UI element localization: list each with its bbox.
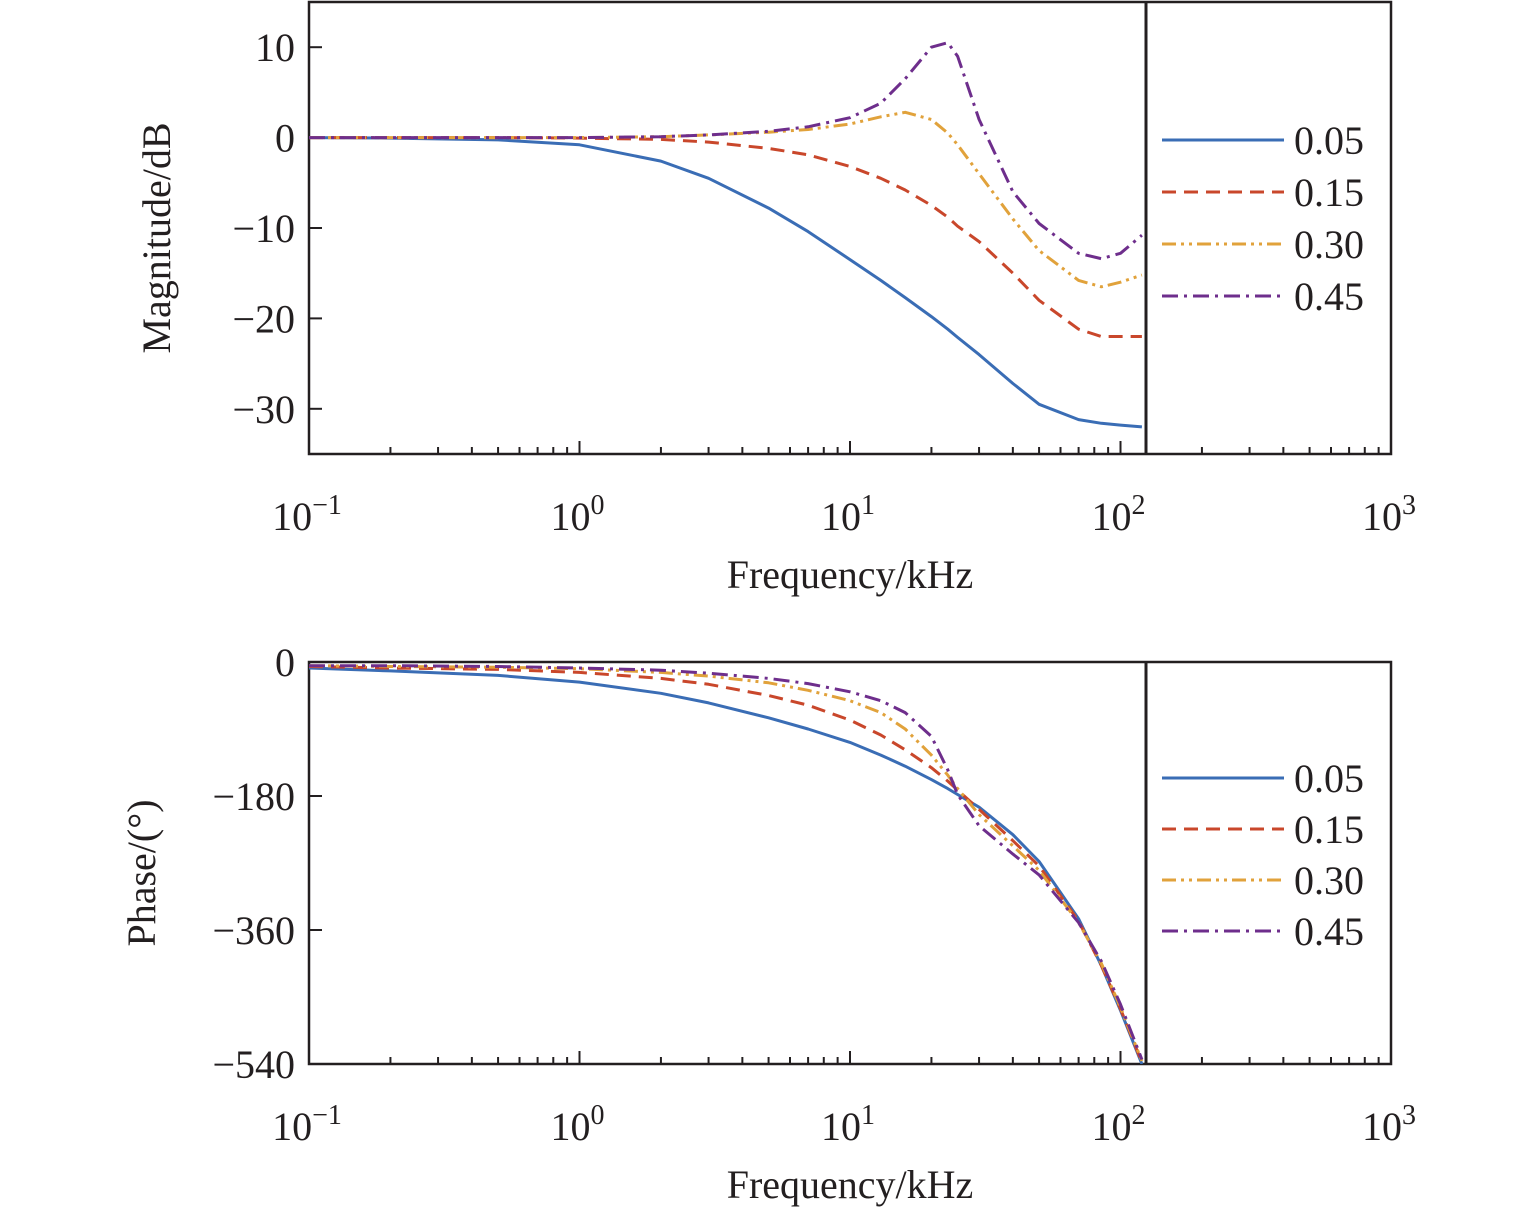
- x-tick-label-base: 10: [1362, 494, 1402, 539]
- x-tick-label-exponent: 2: [1132, 1100, 1146, 1131]
- y-tick-label: −20: [232, 296, 295, 341]
- x-tick-label: 101: [821, 490, 875, 539]
- series-line-0-05: [309, 666, 1144, 1064]
- series-line-0-15: [309, 136, 1142, 338]
- y-tick-label: −30: [232, 387, 295, 432]
- x-tick-label: 101: [821, 1100, 875, 1149]
- legend-label: 0.45: [1294, 274, 1364, 319]
- series-line-0-30: [309, 664, 1144, 1062]
- legend-label: 0.45: [1294, 909, 1364, 954]
- x-tick-label-exponent: 0: [591, 1100, 605, 1131]
- x-tick-label: 100: [551, 1100, 605, 1149]
- chart-panel-2: 10−1 100 101 102 1030−180−360−540Frequency/k…: [119, 640, 1416, 1207]
- y-tick-label: −10: [232, 206, 295, 251]
- x-tick-label-base: 10: [272, 1104, 312, 1149]
- y-axis-title: Phase/(°): [119, 799, 164, 946]
- x-tick-label: 10−1: [272, 490, 342, 539]
- series-line-0-45: [309, 664, 1144, 1061]
- x-tick-label-exponent: 1: [861, 490, 875, 521]
- legend: 0.05 0.15 0.30 0.45: [1162, 756, 1364, 954]
- x-tick-label: 100: [551, 490, 605, 539]
- x-axis-title: Frequency/kHz: [727, 1162, 974, 1207]
- x-tick-label-base: 10: [821, 1104, 861, 1149]
- y-axis-title: Magnitude/dB: [134, 122, 179, 353]
- legend-label: 0.15: [1294, 807, 1364, 852]
- plot-frame: [307, 0, 1393, 456]
- legend: 0.05 0.15 0.30 0.45: [1162, 118, 1364, 319]
- legend-label: 0.05: [1294, 118, 1364, 163]
- x-tick-label-exponent: 3: [1402, 1100, 1416, 1131]
- y-tick-label: 0: [275, 640, 295, 685]
- x-axis-title: Frequency/kHz: [727, 552, 974, 597]
- x-tick-label-exponent: 0: [591, 490, 605, 521]
- series-line-0-05: [309, 136, 1143, 429]
- x-tick-label-exponent: 1: [861, 1100, 875, 1131]
- plot-frame: [307, 660, 1393, 1066]
- y-tick-label: −180: [212, 774, 295, 819]
- y-tick-label: −540: [212, 1042, 295, 1087]
- chart-panel-1: 10−1 100 101 102 103100−10−20−30Frequency/kH…: [134, 0, 1416, 597]
- x-tick-label: 102: [1092, 1100, 1146, 1149]
- x-tick-label-base: 10: [272, 494, 312, 539]
- x-tick-label-exponent: −1: [312, 1100, 342, 1131]
- legend-label: 0.30: [1294, 858, 1364, 903]
- x-tick-label-base: 10: [1362, 1104, 1402, 1149]
- x-tick-label-base: 10: [551, 494, 591, 539]
- series-line-0-45: [309, 41, 1143, 261]
- y-tick-label: −360: [212, 908, 295, 953]
- x-tick-label-exponent: −1: [312, 490, 342, 521]
- legend-label: 0.05: [1294, 756, 1364, 801]
- y-tick-label: 0: [275, 116, 295, 161]
- x-tick-label-base: 10: [1092, 1104, 1132, 1149]
- x-tick-label-base: 10: [1092, 494, 1132, 539]
- y-tick-label: 10: [255, 25, 295, 70]
- legend-label: 0.30: [1294, 222, 1364, 267]
- x-tick-label-exponent: 2: [1132, 490, 1146, 521]
- x-tick-label: 103: [1362, 490, 1416, 539]
- x-tick-label-base: 10: [821, 494, 861, 539]
- x-tick-label: 102: [1092, 490, 1146, 539]
- x-tick-label: 10−1: [272, 1100, 342, 1149]
- series-line-0-15: [309, 665, 1144, 1064]
- legend-label: 0.15: [1294, 170, 1364, 215]
- series-line-0-30: [309, 110, 1143, 289]
- x-tick-label: 103: [1362, 1100, 1416, 1149]
- x-tick-label-exponent: 3: [1402, 490, 1416, 521]
- x-tick-label-base: 10: [551, 1104, 591, 1149]
